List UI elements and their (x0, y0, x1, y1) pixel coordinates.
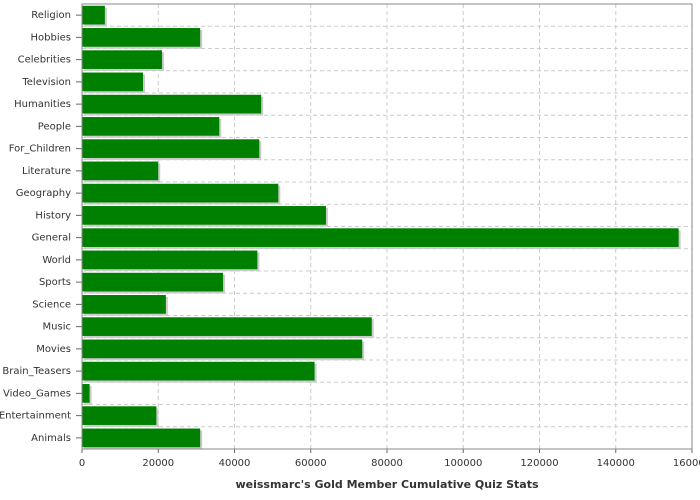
y-tick-label: For_Children (9, 144, 71, 155)
y-tick-label: Literature (22, 166, 71, 177)
y-tick-label: World (42, 255, 71, 266)
bar (82, 183, 279, 203)
y-tick-label: Sports (39, 277, 71, 288)
x-axis-title: weissmarc's Gold Member Cumulative Quiz … (235, 478, 539, 491)
y-tick-label: Celebrities (18, 55, 71, 66)
bar (82, 361, 315, 381)
bar (82, 206, 326, 225)
plot-frame (81, 3, 693, 450)
bar (82, 72, 143, 92)
y-tick-label: Television (21, 77, 71, 88)
y-tick-label: Music (43, 322, 71, 333)
y-tick-label: General (32, 233, 71, 244)
y-tick-label: Geography (16, 188, 71, 199)
bar (82, 228, 679, 247)
y-tick-label: Entertainment (0, 411, 71, 422)
bar (82, 250, 258, 270)
bar (82, 272, 224, 292)
x-tick-label: 0 (79, 458, 85, 469)
y-tick-label: Animals (31, 433, 71, 444)
x-tick-label: 80000 (371, 458, 403, 469)
bar (82, 94, 262, 114)
x-tick-label: 120000 (520, 458, 558, 469)
bar (82, 384, 90, 403)
y-tick-label: People (38, 121, 71, 132)
bar (82, 406, 157, 425)
x-tick-label: 160000 (673, 458, 700, 469)
x-tick-label: 100000 (444, 458, 482, 469)
bar (82, 139, 260, 158)
bar (82, 428, 201, 448)
y-tick-label: Religion (31, 10, 71, 21)
bar (82, 161, 159, 181)
y-tick-label: Brain_Teasers (2, 366, 71, 377)
x-tick-label: 20000 (142, 458, 174, 469)
y-tick-label: Humanities (14, 99, 71, 110)
x-tick-label: 60000 (295, 458, 327, 469)
y-tick-label: Hobbies (31, 32, 71, 43)
y-tick-label: Video_Games (3, 388, 71, 399)
bar (82, 117, 220, 136)
x-tick-label: 140000 (597, 458, 635, 469)
bar (82, 28, 201, 47)
y-tick-label: Science (32, 299, 71, 310)
y-tick-label: History (35, 210, 71, 221)
y-tick-label: Movies (36, 344, 71, 355)
x-tick-label: 40000 (219, 458, 251, 469)
bar (82, 5, 105, 25)
bar (82, 339, 363, 359)
bar (82, 50, 163, 69)
bar (82, 295, 166, 314)
bar (82, 317, 372, 336)
